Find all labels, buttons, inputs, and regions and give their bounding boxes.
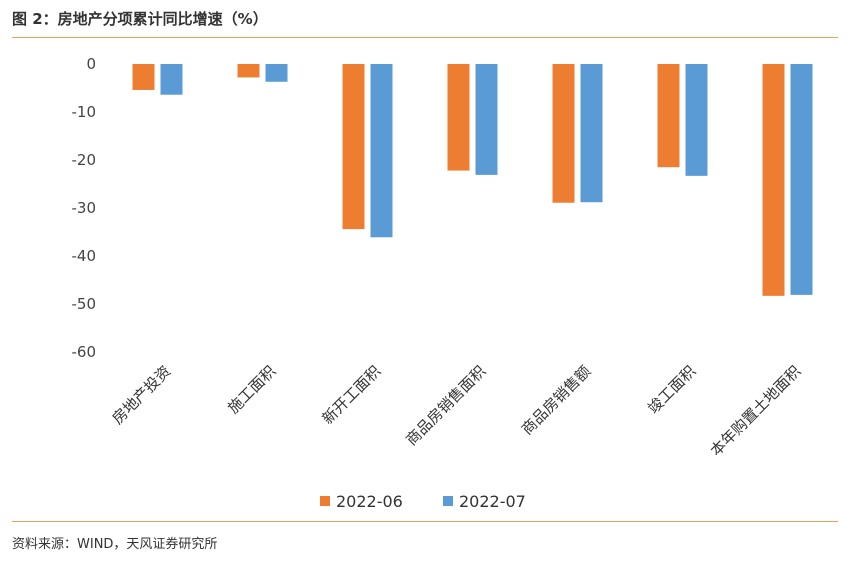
bar-2022-07-4 [475, 64, 498, 175]
x-category-label: 竣工面积 [644, 362, 699, 417]
legend-label: 2022-06 [336, 492, 403, 511]
y-tick-label: -30 [72, 199, 97, 217]
y-axis: 0 -10 -20 -30 -40 -50 -60 [72, 55, 97, 361]
bar-2022-07-5 [580, 64, 603, 203]
x-axis-labels: 房地产投资 施工面积 新开工面积 商品房销售面积 商品房销售额 竣工面积 本年购置土地面积 [109, 362, 805, 460]
legend-swatch [320, 496, 330, 506]
bar-2022-07-7 [790, 64, 813, 295]
bar-2022-06-5 [552, 64, 575, 203]
y-tick-label: -10 [72, 103, 97, 121]
y-tick-label: -50 [72, 295, 97, 313]
x-category-label: 新开工面积 [319, 362, 385, 428]
bar-2022-07-1 [160, 64, 183, 95]
y-tick-label: -40 [72, 247, 97, 265]
bar-2022-06-7 [762, 64, 785, 296]
bar-2022-06-2 [237, 64, 260, 78]
legend-label: 2022-07 [459, 492, 526, 511]
bar-2022-06-4 [447, 64, 470, 171]
bar-2022-07-3 [370, 64, 393, 238]
top-rule [12, 37, 838, 38]
bar-2022-06-1 [132, 64, 155, 90]
legend-swatch [443, 496, 453, 506]
y-tick-label: -20 [72, 151, 97, 169]
source-note: 资料来源：WIND，天风证券研究所 [12, 537, 218, 552]
x-category-label: 房地产投资 [109, 362, 175, 428]
bottom-rule [12, 521, 838, 522]
x-category-label: 商品房销售面积 [402, 362, 489, 449]
legend: 2022-06 2022-07 [320, 492, 526, 511]
bar-2022-07-6 [685, 64, 708, 176]
bar-2022-06-6 [657, 64, 680, 168]
figure-title: 图 2：房地产分项累计同比增速（%） [12, 10, 268, 28]
bar-2022-07-2 [265, 64, 288, 82]
bars [132, 64, 813, 296]
x-category-label: 商品房销售额 [518, 362, 594, 438]
y-tick-label: 0 [86, 55, 96, 73]
bar-2022-06-3 [342, 64, 365, 230]
x-category-label: 施工面积 [224, 362, 279, 417]
x-category-label: 本年购置土地面积 [707, 362, 805, 460]
y-tick-label: -60 [72, 343, 97, 361]
